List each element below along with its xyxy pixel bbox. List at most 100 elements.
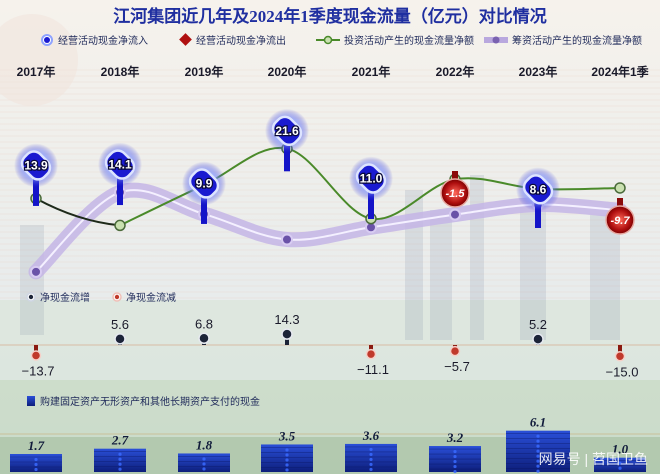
net-down-bar bbox=[34, 345, 38, 356]
net-up-point bbox=[114, 333, 126, 345]
capex-label: 2.7 bbox=[111, 433, 129, 448]
capex-label: 3.5 bbox=[278, 428, 296, 443]
capex-bar-dot bbox=[536, 449, 540, 453]
capex-bar-dot bbox=[34, 457, 38, 462]
legend-op-out-label: 经营活动现金净流出 bbox=[196, 34, 286, 47]
capex-bar-dot bbox=[536, 469, 540, 473]
capex-bar-dot bbox=[285, 468, 289, 472]
capex-bars-chart: 1.7 2.7 1.8 3.5 3.6 3.2 6.1 1.0 bbox=[10, 415, 646, 474]
chart-title: 江河集团近几年及2024年1季度现金流量（亿元）对比情况 bbox=[113, 6, 547, 26]
net-down-bar bbox=[618, 345, 622, 357]
category-label: 2021年 bbox=[352, 64, 391, 79]
op-inflow-label: 9.9 bbox=[196, 176, 213, 190]
capex-bar-dot bbox=[118, 467, 122, 471]
capex-bar-dot bbox=[536, 464, 540, 468]
legend-op-out: 经营活动现金净流出 bbox=[179, 33, 286, 47]
net-down-label: −13.7 bbox=[22, 364, 55, 379]
category-labels: 2017年 2018年 2019年 2020年 2021年 2022年 2023年 2024年… bbox=[17, 64, 650, 79]
net-down-label: −15.0 bbox=[606, 364, 639, 379]
cashflow-lines-chart: 13.9 14.1 9.9 21.6 11.0 -1.5 8.6 -9.7 bbox=[14, 108, 635, 280]
capex-bar-dot bbox=[453, 464, 457, 469]
legend-op-in: 经营活动现金净流入 bbox=[41, 34, 148, 47]
net-down-point bbox=[365, 348, 377, 360]
net-down-point bbox=[449, 345, 461, 357]
legend-finance: 筹资活动产生的现金流量净额 bbox=[484, 34, 642, 47]
capex-bar-dot bbox=[618, 461, 622, 465]
category-label: 2020年 bbox=[268, 64, 307, 79]
capex-bar-dot bbox=[536, 444, 540, 448]
legend-net-up: 净现金流增 bbox=[26, 291, 90, 304]
capex-bar-dot bbox=[618, 466, 622, 470]
capex-bar-dot bbox=[536, 454, 540, 458]
capex-bar-dot bbox=[369, 467, 373, 472]
capex-bar-dot bbox=[369, 447, 373, 452]
capex-bar-dot bbox=[285, 463, 289, 467]
capex-bar-dot bbox=[536, 459, 540, 463]
legend-invest: 投资活动产生的现金流量净额 bbox=[316, 34, 474, 47]
net-up-label: 6.8 bbox=[195, 316, 213, 331]
legend-capex-label: 购建固定资产无形资产和其他长期资产支付的现金 bbox=[40, 395, 260, 408]
capex-bar-dot bbox=[453, 459, 457, 464]
invest-point bbox=[114, 219, 126, 232]
op-inflow-label: 13.9 bbox=[24, 158, 48, 172]
capex-bar-dot bbox=[453, 469, 457, 474]
legend-invest-marker bbox=[323, 35, 333, 45]
capex-label: 3.6 bbox=[362, 428, 380, 443]
capex-bar-dot bbox=[453, 454, 457, 459]
watermark: 网易号 | 苕国卫鱼 bbox=[539, 451, 648, 467]
net-up-label: 5.6 bbox=[111, 317, 129, 332]
capex-label: 3.2 bbox=[446, 430, 464, 445]
net-up-point bbox=[281, 328, 293, 340]
finance-point bbox=[281, 233, 293, 246]
invest-point bbox=[614, 182, 626, 194]
legend-net: 净现金流增 净现金流减 bbox=[26, 291, 176, 304]
capex-bar bbox=[594, 457, 646, 472]
invest-line-2017-2018 bbox=[35, 197, 121, 227]
finance-point bbox=[30, 265, 42, 278]
category-label: 2024年1季 bbox=[591, 64, 649, 79]
capex-bar-dot bbox=[34, 467, 38, 472]
finance-point bbox=[449, 208, 461, 221]
capex-bar-dot bbox=[34, 462, 38, 467]
capex-label: 1.0 bbox=[612, 442, 629, 457]
op-inflow-label: 21.6 bbox=[275, 124, 299, 138]
legend-net-up-dot bbox=[28, 294, 34, 300]
legend-invest-label: 投资活动产生的现金流量净额 bbox=[344, 34, 474, 47]
net-cashflow-chart: −13.7 5.6 6.8 14.3 −11.1 −5.7 5.2 −15.0 bbox=[22, 312, 639, 379]
op-inflow-label: 8.6 bbox=[530, 182, 547, 196]
capex-bar-dot bbox=[453, 449, 457, 454]
op-inflow-marker bbox=[271, 115, 303, 146]
op-outflow-label: -9.7 bbox=[611, 215, 631, 227]
category-label: 2018年 bbox=[101, 64, 140, 79]
op-inflow-marker bbox=[188, 168, 220, 199]
capex-label: 1.8 bbox=[196, 437, 213, 452]
capex-bar-dot bbox=[118, 462, 122, 466]
op-outflow-label: -1.5 bbox=[446, 188, 466, 200]
op-inflow-marker bbox=[522, 174, 554, 205]
legend-op-in-dot bbox=[44, 37, 50, 43]
category-label: 2022年 bbox=[436, 64, 475, 79]
op-inflow-label: 11.0 bbox=[360, 172, 383, 186]
op-inflow-marker bbox=[20, 150, 52, 181]
capex-bar-dot bbox=[536, 439, 540, 443]
net-down-label: −5.7 bbox=[444, 359, 470, 374]
net-up-point bbox=[198, 332, 210, 345]
legend-net-down: 净现金流减 bbox=[112, 291, 176, 304]
op-outflow-marker bbox=[605, 205, 635, 235]
legend-capex-marker bbox=[27, 396, 35, 406]
op-inflow-label: 14.1 bbox=[108, 158, 132, 172]
legend-net-up-label: 净现金流增 bbox=[40, 291, 90, 304]
legend-op-in-label: 经营活动现金净流入 bbox=[58, 34, 148, 47]
capex-bar-dot bbox=[369, 462, 373, 467]
net-down-point bbox=[614, 351, 626, 362]
op-inflow-marker bbox=[104, 149, 136, 180]
legend-top: 经营活动现金净流入 经营活动现金净流出 投资活动产生的现金流量净额 筹资活动产生… bbox=[41, 33, 642, 47]
legend-capex: 购建固定资产无形资产和其他长期资产支付的现金 bbox=[27, 395, 260, 408]
category-label: 2017年 bbox=[17, 64, 56, 79]
net-up-label: 14.3 bbox=[274, 312, 299, 327]
capex-label: 1.7 bbox=[28, 438, 45, 453]
capex-bar-dot bbox=[202, 467, 206, 471]
net-up-point bbox=[532, 333, 544, 345]
capex-bar-dot bbox=[369, 452, 373, 457]
